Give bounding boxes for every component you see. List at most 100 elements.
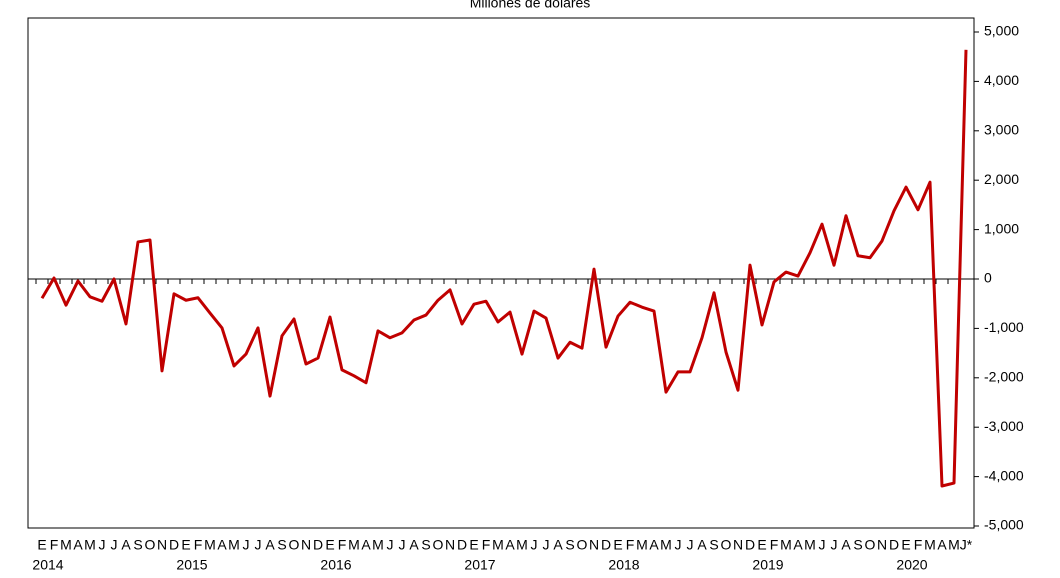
y-tick-label: 3,000 — [984, 122, 1019, 138]
x-tick-label: A — [793, 537, 803, 553]
x-tick-label: E — [757, 537, 766, 553]
x-tick-label: A — [937, 537, 947, 553]
x-tick-label: A — [265, 537, 275, 553]
x-tick-label: F — [338, 537, 347, 553]
x-tick-label: S — [421, 537, 430, 553]
y-tick-label: 5,000 — [984, 23, 1019, 39]
x-tick-label: J — [99, 537, 106, 553]
x-tick-label: O — [721, 537, 732, 553]
x-tick-label: O — [433, 537, 444, 553]
x-tick-label: E — [613, 537, 622, 553]
x-tick-label: O — [865, 537, 876, 553]
x-tick-label: S — [709, 537, 718, 553]
x-tick-label: N — [445, 537, 455, 553]
x-tick-label: D — [601, 537, 611, 553]
y-tick-label: -5,000 — [984, 517, 1024, 533]
x-tick-label: M — [204, 537, 216, 553]
x-tick-label: M — [60, 537, 72, 553]
year-label: 2019 — [752, 557, 783, 573]
x-tick-label: F — [194, 537, 203, 553]
y-tick-label: -2,000 — [984, 369, 1024, 385]
data-line — [40, 49, 968, 488]
x-tick-label: A — [553, 537, 563, 553]
x-tick-label: N — [301, 537, 311, 553]
x-tick-label: M — [348, 537, 360, 553]
x-tick-label: A — [217, 537, 227, 553]
x-tick-label: D — [889, 537, 899, 553]
x-tick-label: J — [687, 537, 694, 553]
x-tick-label: A — [505, 537, 515, 553]
y-tick-label: 1,000 — [984, 220, 1019, 236]
year-label: 2014 — [32, 557, 63, 573]
plot-frame — [27, 17, 975, 529]
x-tick-label: M — [492, 537, 504, 553]
x-tick-label: F — [914, 537, 923, 553]
x-tick-label: J — [819, 537, 826, 553]
y-tick-label: 2,000 — [984, 171, 1019, 187]
x-tick-label: D — [313, 537, 323, 553]
x-tick-label: O — [577, 537, 588, 553]
x-tick-label: M — [660, 537, 672, 553]
y-tick-label: -1,000 — [984, 319, 1024, 335]
x-tick-label: E — [901, 537, 910, 553]
x-tick-label: N — [733, 537, 743, 553]
x-tick-label: F — [482, 537, 491, 553]
x-tick-label: J* — [960, 537, 973, 553]
x-tick-label: O — [289, 537, 300, 553]
x-tick-label: S — [133, 537, 142, 553]
x-tick-label: N — [877, 537, 887, 553]
x-tick-label: J — [387, 537, 394, 553]
x-tick-label: N — [589, 537, 599, 553]
x-tick-label: J — [399, 537, 406, 553]
x-tick-label: M — [636, 537, 648, 553]
x-tick-label: E — [37, 537, 46, 553]
x-tick-label: D — [745, 537, 755, 553]
x-tick-label: J — [831, 537, 838, 553]
x-tick-label: D — [169, 537, 179, 553]
x-tick-label: S — [277, 537, 286, 553]
x-tick-label: D — [457, 537, 467, 553]
x-tick-label: S — [565, 537, 574, 553]
chart-title: Millones de dólares — [470, 0, 591, 11]
x-tick-label: N — [157, 537, 167, 553]
x-tick-label: F — [626, 537, 635, 553]
x-tick-label: E — [181, 537, 190, 553]
x-tick-label: M — [516, 537, 528, 553]
x-tick-label: M — [780, 537, 792, 553]
x-tick-label: F — [770, 537, 779, 553]
x-tick-label: M — [804, 537, 816, 553]
x-tick-label: M — [924, 537, 936, 553]
y-tick-label: -3,000 — [984, 418, 1024, 434]
x-tick-label: E — [325, 537, 334, 553]
x-tick-label: J — [243, 537, 250, 553]
x-tick-label: A — [361, 537, 371, 553]
x-tick-label: M — [948, 537, 960, 553]
year-label: 2015 — [176, 557, 207, 573]
x-tick-label: A — [697, 537, 707, 553]
x-tick-label: E — [469, 537, 478, 553]
y-tick-label: 0 — [984, 270, 992, 286]
x-tick-label: O — [145, 537, 156, 553]
x-tick-label: A — [73, 537, 83, 553]
year-label: 2017 — [464, 557, 495, 573]
x-tick-label: J — [111, 537, 118, 553]
x-tick-label: A — [409, 537, 419, 553]
year-label: 2020 — [896, 557, 927, 573]
x-tick-label: M — [84, 537, 96, 553]
x-tick-label: J — [675, 537, 682, 553]
y-tick-label: -4,000 — [984, 467, 1024, 483]
x-tick-label: A — [121, 537, 131, 553]
x-tick-label: J — [255, 537, 262, 553]
x-tick-label: J — [531, 537, 538, 553]
x-tick-label: M — [372, 537, 384, 553]
x-tick-label: M — [228, 537, 240, 553]
x-tick-label: S — [853, 537, 862, 553]
x-tick-label: F — [50, 537, 59, 553]
year-label: 2018 — [608, 557, 639, 573]
x-tick-label: A — [649, 537, 659, 553]
year-label: 2016 — [320, 557, 351, 573]
x-tick-label: A — [841, 537, 851, 553]
x-tick-label: J — [543, 537, 550, 553]
y-tick-label: 4,000 — [984, 72, 1019, 88]
